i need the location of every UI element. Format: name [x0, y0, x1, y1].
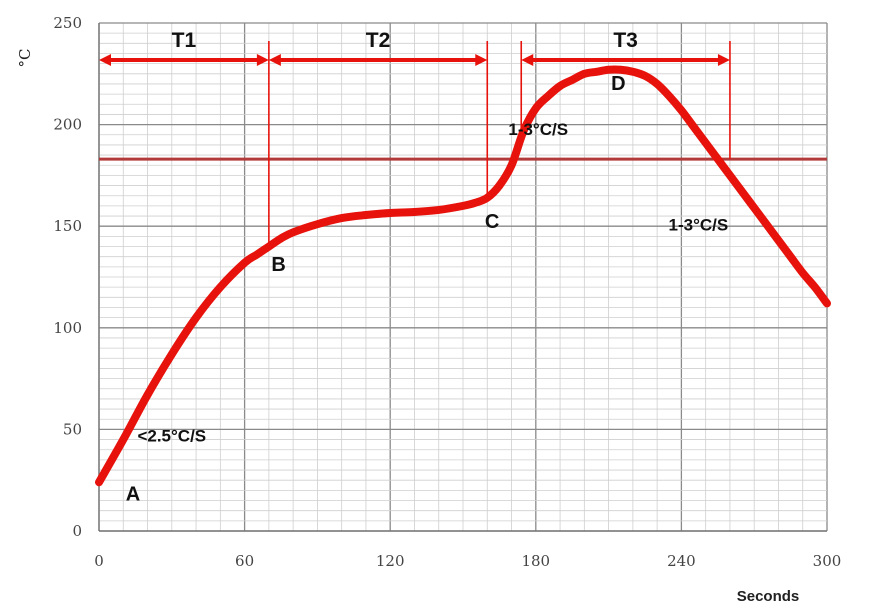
- x-tick-label: 240: [667, 552, 696, 570]
- interval-markers: T1 T2 T3: [99, 29, 731, 247]
- y-tick-label: 100: [53, 319, 82, 337]
- interval-arrow-head-right: [256, 54, 269, 66]
- interval-arrow-head-left: [268, 54, 281, 66]
- x-axis-label: Seconds: [737, 588, 800, 605]
- interval-label: T2: [366, 29, 391, 52]
- x-tick-label: 0: [94, 552, 104, 570]
- rate-annotation: 1-3°C/S: [669, 215, 729, 234]
- axes: 0 60 120 180 240 300 0 50 100 150 200 250: [53, 14, 841, 570]
- rate-annotation: 1-3°C/S: [508, 120, 568, 139]
- point-label-c: C: [485, 211, 499, 233]
- grid: [98, 22, 828, 532]
- point-label-d: D: [611, 73, 625, 95]
- y-tick-label: 200: [53, 116, 82, 134]
- y-tick-label: 0: [72, 522, 82, 540]
- y-tick-label: 150: [53, 217, 82, 235]
- point-label-b: B: [271, 254, 285, 276]
- interval-label: T3: [613, 29, 638, 52]
- x-tick-label: 120: [376, 552, 405, 570]
- y-tick-label: 50: [63, 420, 82, 438]
- x-tick-label: 300: [813, 552, 842, 570]
- x-tick-label: 60: [235, 552, 254, 570]
- annotations: A B C D <2.5°C/S 1-3°C/S 1-3°C/S: [126, 73, 728, 505]
- x-tick-label: 180: [521, 552, 550, 570]
- interval-arrow-head-right: [475, 54, 488, 66]
- interval-arrow-head-right: [717, 54, 730, 66]
- y-tick-label: 250: [53, 14, 82, 32]
- interval-arrow-head-left: [521, 54, 534, 66]
- temperature-curve: [95, 65, 831, 487]
- interval-label: T1: [172, 29, 197, 52]
- rate-annotation: <2.5°C/S: [137, 427, 206, 446]
- y-axis-label: °C: [16, 49, 34, 68]
- point-label-a: A: [126, 484, 140, 506]
- interval-arrow-head-left: [99, 54, 111, 66]
